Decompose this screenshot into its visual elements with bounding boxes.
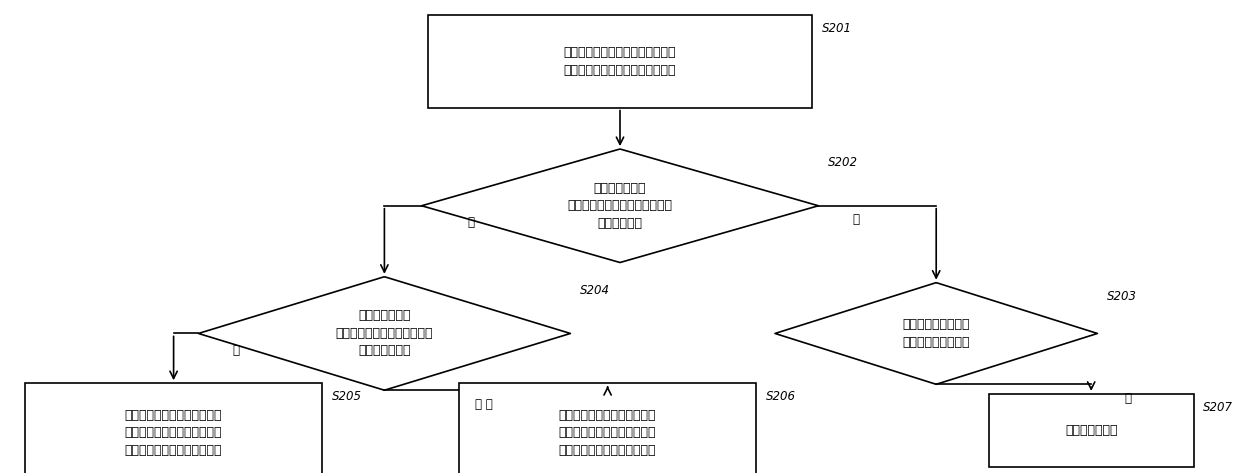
Bar bbox=[990, 394, 1193, 467]
Text: 不执行任何操作: 不执行任何操作 bbox=[1065, 424, 1117, 437]
Text: S202: S202 bbox=[828, 156, 858, 169]
Bar bbox=[459, 383, 756, 473]
Text: S203: S203 bbox=[1107, 289, 1137, 303]
Text: 将最高行驶速度限制为第三速
度阈値、并控制逆变装置和冷
却风机进入牡引电机保护模式: 将最高行驶速度限制为第三速 度阈値、并控制逆变装置和冷 却风机进入牡引电机保护模… bbox=[559, 409, 656, 457]
Text: 判断获取到故障
代码时的实时轴承温度是否超
过第二温度阈値: 判断获取到故障 代码时的实时轴承温度是否超 过第二温度阈値 bbox=[336, 309, 433, 358]
Text: 否: 否 bbox=[1125, 392, 1132, 405]
Text: 判断获取到故障
代码时的实时轴承温度是否超过
第一温度阈値: 判断获取到故障 代码时的实时轴承温度是否超过 第一温度阈値 bbox=[568, 182, 672, 230]
Bar bbox=[428, 16, 812, 108]
Bar bbox=[25, 383, 322, 473]
Text: 判断是否仅出现其它
故障信息中的任一种: 判断是否仅出现其它 故障信息中的任一种 bbox=[903, 318, 970, 349]
Text: 否: 否 bbox=[232, 343, 239, 357]
Text: 是 是: 是 是 bbox=[475, 398, 492, 411]
Text: S207: S207 bbox=[1203, 401, 1234, 414]
Text: S206: S206 bbox=[766, 390, 796, 403]
Text: S204: S204 bbox=[580, 284, 610, 297]
Text: 当轴温传感器因故障导致失效时，
生成并通过预设路径发送故障代码: 当轴温传感器因故障导致失效时， 生成并通过预设路径发送故障代码 bbox=[564, 46, 676, 77]
Text: S201: S201 bbox=[822, 22, 852, 35]
Text: 是: 是 bbox=[467, 216, 475, 229]
Text: 否: 否 bbox=[852, 213, 859, 227]
Text: S205: S205 bbox=[332, 390, 362, 403]
Text: 将最高行驶速度限制为第二速
度阈値、并控制逆变装置和冷
却风机进入牡引电机保护模式: 将最高行驶速度限制为第二速 度阈値、并控制逆变装置和冷 却风机进入牡引电机保护模… bbox=[125, 409, 222, 457]
